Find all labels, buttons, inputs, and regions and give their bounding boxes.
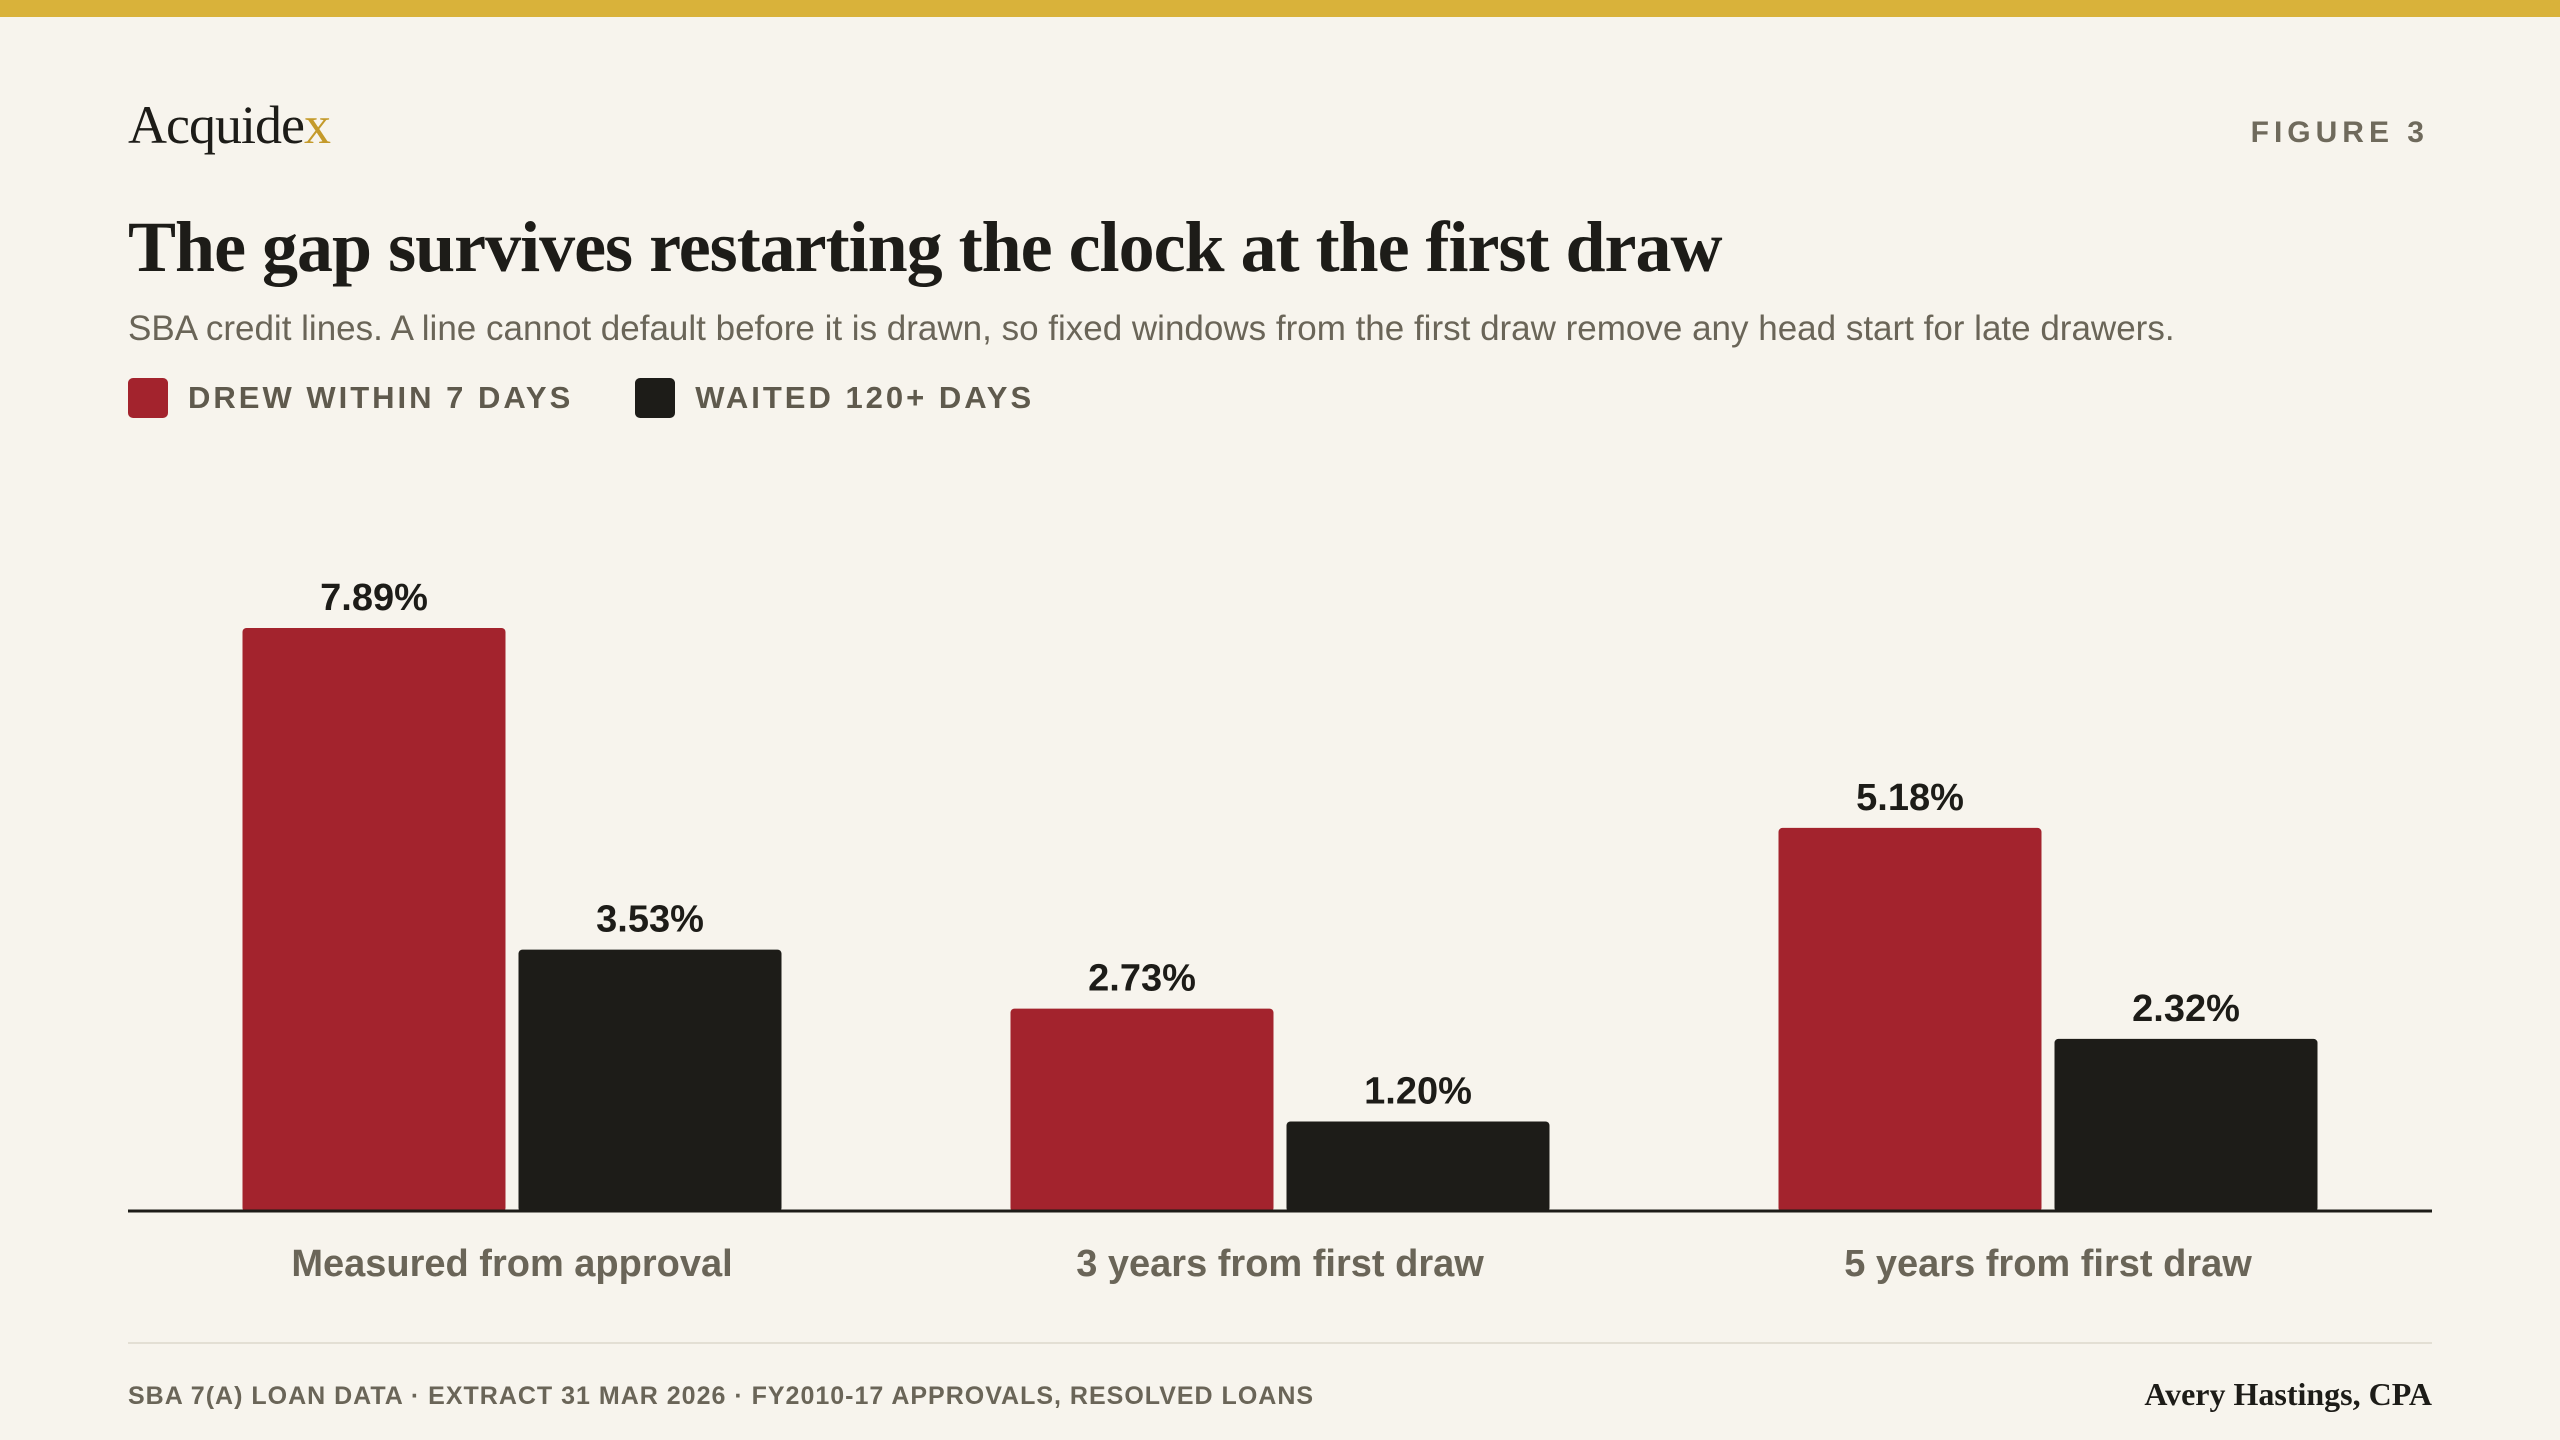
brand-name: Acquide xyxy=(128,95,305,155)
brand-logo: Acquidex xyxy=(128,95,331,155)
chart-title: The gap survives restarting the clock at… xyxy=(128,207,1722,287)
legend-swatch-drew-early xyxy=(128,378,168,418)
legend-item-waited: WAITED 120+ DAYS xyxy=(635,378,1034,418)
data-label-waited-1: 1.20% xyxy=(1364,1070,1472,1112)
bar-drew-early-2 xyxy=(1778,827,2042,1212)
chart-legend: DREW WITHIN 7 DAYS WAITED 120+ DAYS xyxy=(128,378,1034,418)
bar-chart: 7.89% 3.53% Measured from approval 2.73% 1.2… xyxy=(128,577,2432,1285)
data-label-drew-early-2: 5.18% xyxy=(1856,777,1964,819)
legend-swatch-waited xyxy=(635,378,676,418)
category-label-0: Measured from approval xyxy=(291,1243,732,1285)
footer-source: SBA 7(A) LOAN DATA · EXTRACT 31 MAR 2026… xyxy=(128,1382,1315,1410)
brand-name-accent: x xyxy=(303,95,331,155)
legend-label-drew-early: DREW WITHIN 7 DAYS xyxy=(188,380,574,415)
category-label-2: 5 years from first draw xyxy=(1844,1243,2252,1285)
data-label-drew-early-0: 7.89% xyxy=(320,577,428,619)
data-label-drew-early-1: 2.73% xyxy=(1088,958,1196,1000)
legend-item-drew-early: DREW WITHIN 7 DAYS xyxy=(128,378,573,418)
category-label-1: 3 years from first draw xyxy=(1076,1243,1484,1285)
top-accent-bar xyxy=(0,0,2560,17)
footer-author: Avery Hastings, CPA xyxy=(2144,1376,2432,1412)
footer-divider xyxy=(128,1342,2432,1344)
data-label-waited-2: 2.32% xyxy=(2132,988,2240,1030)
bar-waited-0 xyxy=(518,949,782,1212)
legend-label-waited: WAITED 120+ DAYS xyxy=(695,380,1035,415)
bar-waited-1 xyxy=(1286,1121,1550,1212)
chart-subtitle: SBA credit lines. A line cannot default … xyxy=(128,309,2175,348)
bar-drew-early-1 xyxy=(1010,1008,1274,1212)
figure-label: FIGURE 3 xyxy=(2250,116,2429,149)
bar-waited-2 xyxy=(2054,1038,2318,1212)
bar-drew-early-0 xyxy=(242,628,506,1212)
data-label-waited-0: 3.53% xyxy=(596,899,704,941)
